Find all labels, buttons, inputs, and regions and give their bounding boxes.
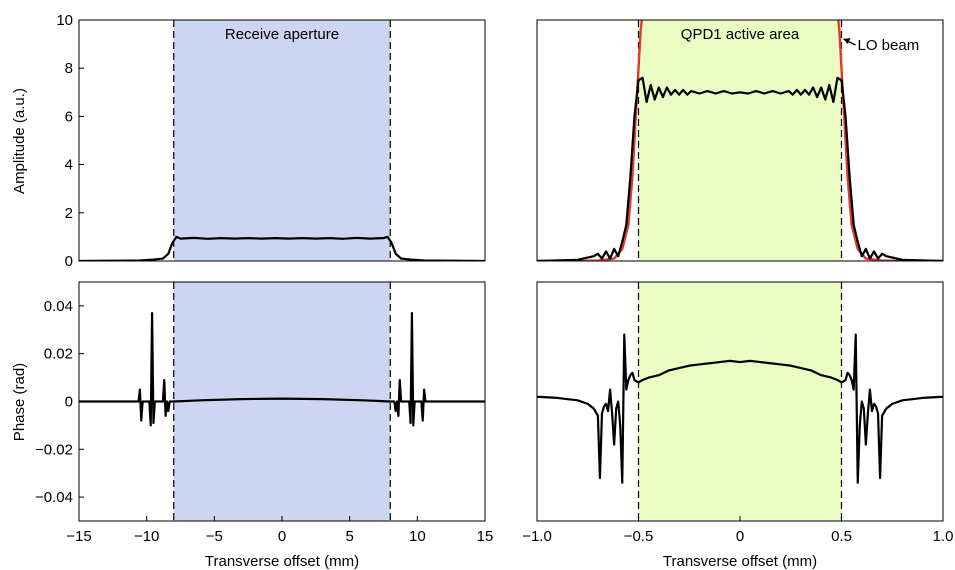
- x-tick-label: 0: [278, 528, 286, 545]
- amplitude-axis-title: Amplitude (a.u.): [11, 88, 28, 194]
- data-line: [537, 333, 943, 484]
- y-tick-label: 0: [65, 394, 73, 411]
- y-tick-label: 10: [56, 12, 73, 29]
- phase-axis-title: Phase (rad): [11, 363, 28, 441]
- panel-tl: 0 2 4 6 8 10 Receive aperture: [56, 12, 486, 270]
- plot-frame: [536, 19, 944, 262]
- x-axis-title-left: Transverse offset (mm): [205, 553, 359, 570]
- y-tick-label: 0: [65, 253, 73, 270]
- y-tick-label: −0.04: [35, 489, 73, 506]
- y-tick-label: 4: [65, 157, 73, 174]
- x-tick-label: −0.5: [624, 528, 654, 545]
- panel-br: −1.0 −0.5 0 0.5 1.0: [522, 281, 954, 545]
- series-group: [79, 311, 485, 427]
- shaded-region: [173, 282, 391, 521]
- plot-frame: [78, 19, 486, 262]
- shaded-region: [173, 20, 391, 261]
- series-group: [537, 333, 943, 484]
- y-tick-label: −0.02: [35, 441, 73, 458]
- series-group: [537, 20, 943, 261]
- x-axis-title-right: Transverse offset (mm): [663, 553, 817, 570]
- shaded-region: [638, 20, 842, 261]
- x-tick-label: −15: [66, 528, 91, 545]
- y-tick-label: 8: [65, 60, 73, 77]
- region-annotation: Receive aperture: [225, 26, 339, 43]
- x-tick-label: 1.0: [933, 528, 954, 545]
- data-line: [79, 235, 485, 261]
- series-group: [79, 235, 485, 261]
- y-tick-label: 6: [65, 108, 73, 125]
- x-tick-label: 0.5: [831, 528, 852, 545]
- x-tick-label: 5: [345, 528, 353, 545]
- shaded-region: [638, 282, 842, 521]
- y-tick-label: 0.04: [44, 298, 73, 315]
- y-tick-label: 0.02: [44, 346, 73, 363]
- region-annotation: QPD1 active area: [681, 26, 800, 43]
- data-line: [79, 311, 485, 427]
- x-tick-label: 10: [409, 528, 426, 545]
- x-tick-label: 0: [736, 528, 744, 545]
- y-tick-label: 2: [65, 205, 73, 222]
- lo-beam-label: LO beam: [858, 37, 920, 54]
- x-tick-label: −5: [206, 528, 223, 545]
- panel-tr: QPD1 active area LO beam: [536, 19, 944, 262]
- data-line: [537, 76, 943, 261]
- x-tick-label: −10: [134, 528, 159, 545]
- x-tick-label: 15: [477, 528, 494, 545]
- callout-arrowhead: [843, 38, 851, 44]
- x-tick-label: −1.0: [522, 528, 552, 545]
- lo-beam-line: [537, 20, 943, 261]
- panel-bl: −0.04 −0.02 0 0.02 0.04 −15 −10 −5 0 5 10 15: [35, 281, 494, 545]
